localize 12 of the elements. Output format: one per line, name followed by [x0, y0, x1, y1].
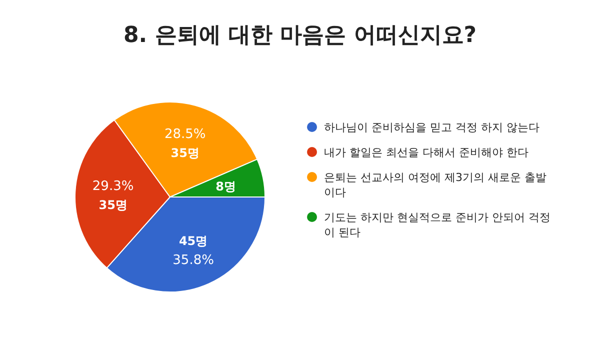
text: 35.8%	[172, 253, 214, 268]
legend-item: 하나님이 준비하심을 믿고 걱정 하지 않는다	[307, 121, 540, 134]
data-label: 35명	[98, 198, 128, 212]
legend-item: 기도는 하지만 현실적으로 준비가 안되어 걱정이 된다	[307, 211, 550, 239]
data-label: 8명	[216, 179, 236, 194]
chart-title: 8. 은퇴에 대한 마음은 어떠신지요?	[123, 23, 477, 48]
legend-item: 은퇴는 선교사의 여정에 제3기의 새로운 출발이다	[307, 171, 546, 199]
text: 29.3%	[92, 179, 134, 194]
legend-item: 내가 할일은 최선을 다해서 준비해야 한다	[307, 146, 528, 159]
text: 28.5%	[164, 127, 206, 142]
data-label: 35명	[170, 146, 200, 160]
data-label: 45명	[178, 234, 208, 248]
